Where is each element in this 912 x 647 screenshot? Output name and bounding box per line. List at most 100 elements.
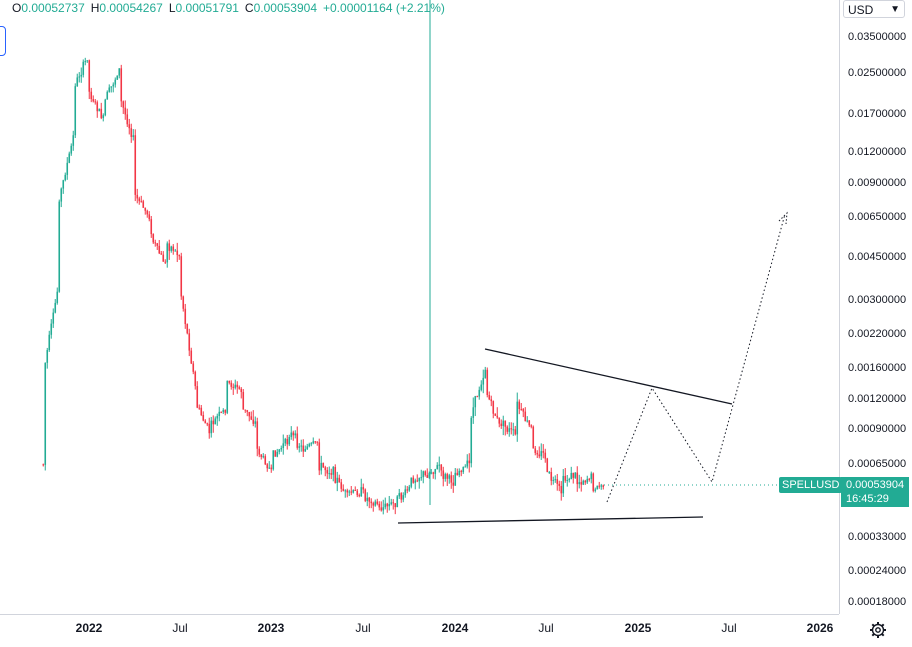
candle-body: [86, 60, 89, 62]
time-tick-label: 2024: [441, 621, 469, 635]
candle-body: [600, 485, 603, 487]
candle-body: [368, 497, 371, 502]
candle-body: [410, 477, 413, 487]
candle-body: [436, 465, 439, 470]
candle-body: [100, 108, 103, 119]
candle-body: [388, 504, 391, 507]
time-tick-label: 2022: [75, 621, 103, 635]
candle-body: [518, 401, 521, 410]
candle-body: [598, 485, 601, 487]
candle-body: [480, 384, 483, 390]
candle-body: [218, 411, 221, 416]
candle-body: [158, 245, 161, 254]
candle-body: [306, 446, 309, 450]
candle-body: [70, 145, 73, 154]
candle-body: [516, 401, 519, 435]
candle-body: [370, 501, 373, 504]
time-axis[interactable]: [0, 614, 839, 647]
candle-body: [548, 472, 551, 474]
candle-body: [220, 411, 223, 413]
candle-body: [68, 153, 71, 163]
candle-body: [186, 324, 189, 334]
candle-body: [318, 442, 321, 471]
candle-body: [226, 380, 229, 413]
currency-select[interactable]: USD ▼: [843, 0, 905, 18]
candle-body: [434, 469, 437, 474]
candle-body: [266, 464, 269, 469]
price-chart[interactable]: [0, 0, 839, 614]
price-tick-label: 0.00450000: [848, 250, 907, 263]
candle-body: [440, 464, 443, 471]
candle-body: [504, 420, 507, 427]
candle-body: [344, 490, 347, 492]
candle-body: [378, 503, 381, 508]
candle-body: [44, 362, 47, 465]
candle-body: [524, 411, 527, 422]
candle-body: [478, 389, 481, 397]
candle-body: [380, 507, 383, 511]
candle-body: [586, 478, 589, 483]
candle-body: [500, 423, 503, 427]
candle-body: [88, 60, 91, 92]
candle-body: [46, 350, 49, 363]
bar-countdown: 16:45:29: [846, 493, 889, 505]
candle-body: [72, 135, 75, 146]
candle-body: [120, 68, 123, 102]
candle-body: [346, 490, 349, 493]
candle-body: [110, 86, 113, 88]
candle-body: [474, 396, 477, 408]
low-value: 0.00051791: [175, 1, 239, 15]
candle-body: [260, 454, 263, 457]
price-tick-label: 0.00300000: [848, 294, 907, 307]
candle-body: [244, 409, 247, 411]
candle-body: [82, 61, 85, 75]
candle-body: [194, 371, 197, 387]
candle-body: [426, 475, 429, 478]
gear-icon[interactable]: [868, 620, 888, 640]
candle-body: [124, 107, 127, 115]
collapse-panel-tab[interactable]: [0, 26, 6, 56]
candle-body: [510, 428, 513, 430]
candle-body: [532, 426, 535, 449]
candle-body: [522, 409, 525, 412]
time-tick-label: 2026: [806, 621, 834, 635]
candle-body: [568, 479, 571, 481]
candle-body: [164, 261, 167, 263]
candle-body: [428, 473, 431, 478]
candle-body: [76, 77, 79, 87]
candle-body: [182, 296, 185, 309]
candle-body: [62, 180, 65, 189]
candle-body: [52, 312, 55, 324]
symbol-badge: SPELLUSD: [779, 477, 843, 493]
candle-body: [114, 79, 117, 85]
price-tick-label: 0.00018000: [848, 596, 907, 608]
candle-body: [544, 452, 547, 459]
candle-body: [596, 485, 599, 490]
candle-body: [304, 449, 307, 452]
chevron-down-icon: ▼: [890, 4, 900, 15]
candle-body: [566, 480, 569, 482]
candle-body: [572, 472, 575, 478]
candle-body: [430, 472, 433, 474]
candle-body: [274, 450, 277, 457]
candle-body: [168, 243, 171, 251]
candle-body: [170, 246, 173, 251]
candle-body: [424, 471, 427, 476]
candle-body: [590, 473, 593, 480]
upper-trendline: [484, 348, 733, 405]
candle-body: [554, 479, 557, 481]
candle-body: [556, 479, 559, 484]
candle-body: [398, 493, 401, 497]
candle-body: [320, 462, 323, 471]
candle-body: [246, 410, 249, 412]
price-axis[interactable]: [839, 0, 912, 614]
candle-body: [308, 444, 311, 447]
candle-body: [234, 384, 237, 388]
candle-body: [98, 108, 101, 112]
candle-body: [270, 467, 273, 470]
candle-body: [116, 75, 119, 80]
candle-body: [322, 462, 325, 468]
candle-body: [460, 470, 463, 473]
candle-body: [258, 448, 261, 455]
candle-body: [576, 472, 579, 485]
